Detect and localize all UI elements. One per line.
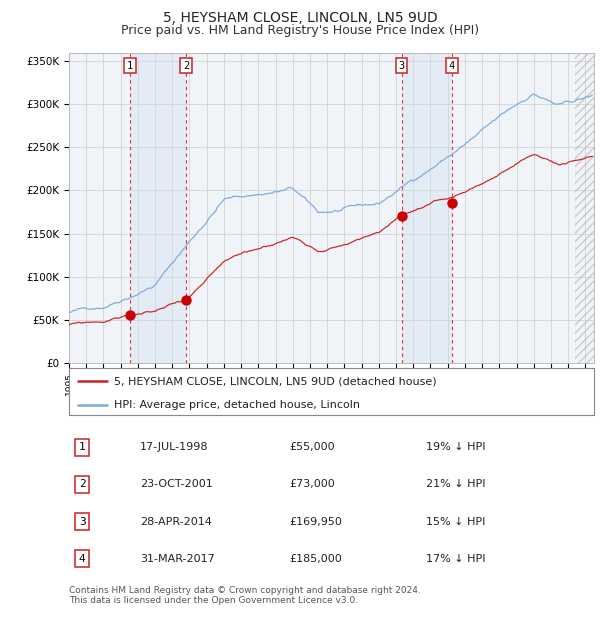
Text: £169,950: £169,950 xyxy=(290,516,343,526)
Text: Contains HM Land Registry data © Crown copyright and database right 2024.
This d: Contains HM Land Registry data © Crown c… xyxy=(69,586,421,605)
Text: 28-APR-2014: 28-APR-2014 xyxy=(140,516,212,526)
Text: 3: 3 xyxy=(398,61,404,71)
Text: 4: 4 xyxy=(79,554,86,564)
Text: 15% ↓ HPI: 15% ↓ HPI xyxy=(426,516,485,526)
Text: 21% ↓ HPI: 21% ↓ HPI xyxy=(426,479,485,489)
Text: £55,000: £55,000 xyxy=(290,443,335,453)
Text: 31-MAR-2017: 31-MAR-2017 xyxy=(140,554,215,564)
Text: 2: 2 xyxy=(183,61,190,71)
Text: 3: 3 xyxy=(79,516,86,526)
Text: 2: 2 xyxy=(79,479,86,489)
Text: 17% ↓ HPI: 17% ↓ HPI xyxy=(426,554,485,564)
Text: 1: 1 xyxy=(79,443,86,453)
Text: 23-OCT-2001: 23-OCT-2001 xyxy=(140,479,212,489)
Text: 5, HEYSHAM CLOSE, LINCOLN, LN5 9UD: 5, HEYSHAM CLOSE, LINCOLN, LN5 9UD xyxy=(163,11,437,25)
Text: 17-JUL-1998: 17-JUL-1998 xyxy=(140,443,208,453)
Text: 4: 4 xyxy=(449,61,455,71)
Text: HPI: Average price, detached house, Lincoln: HPI: Average price, detached house, Linc… xyxy=(113,400,359,410)
Text: 5, HEYSHAM CLOSE, LINCOLN, LN5 9UD (detached house): 5, HEYSHAM CLOSE, LINCOLN, LN5 9UD (deta… xyxy=(113,376,436,386)
Text: 1: 1 xyxy=(127,61,133,71)
Bar xyxy=(130,53,186,363)
Text: Price paid vs. HM Land Registry's House Price Index (HPI): Price paid vs. HM Land Registry's House … xyxy=(121,24,479,37)
Bar xyxy=(401,53,452,363)
Text: £185,000: £185,000 xyxy=(290,554,342,564)
Text: 19% ↓ HPI: 19% ↓ HPI xyxy=(426,443,485,453)
Text: £73,000: £73,000 xyxy=(290,479,335,489)
